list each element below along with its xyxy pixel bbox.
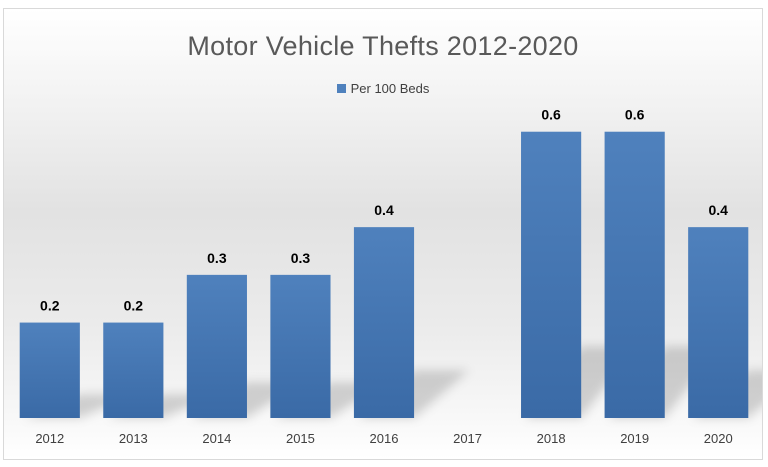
legend-label: Per 100 Beds bbox=[350, 81, 430, 96]
x-tick-2014: 2014 bbox=[202, 431, 231, 446]
bar-2013 bbox=[103, 322, 164, 418]
data-label-2016: 0.4 bbox=[374, 202, 394, 218]
x-tick-2012: 2012 bbox=[35, 431, 64, 446]
bar-2019 bbox=[604, 131, 665, 418]
x-tick-2020: 2020 bbox=[704, 431, 733, 446]
chart-area: Motor Vehicle Thefts 2012-2020 Per 100 B… bbox=[3, 8, 763, 460]
plot-area: 0.2 0.20.3 0.30.40.6 0.60.4 2012 2013 2014 201… bbox=[19, 107, 762, 446]
data-label-2019: 0.6 bbox=[625, 107, 645, 123]
bar-2020 bbox=[688, 227, 749, 418]
x-tick-2016: 2016 bbox=[370, 431, 399, 446]
bar-2015 bbox=[270, 274, 331, 418]
bar-2012 bbox=[19, 322, 80, 418]
data-label-2012: 0.2 bbox=[40, 298, 60, 314]
x-tick-2017: 2017 bbox=[453, 431, 482, 446]
bars bbox=[19, 131, 749, 418]
x-tick-2018: 2018 bbox=[537, 431, 566, 446]
chart-title: Motor Vehicle Thefts 2012-2020 bbox=[187, 31, 579, 61]
bar-2016 bbox=[353, 227, 415, 418]
bar-2018 bbox=[521, 131, 582, 418]
legend-swatch bbox=[336, 84, 346, 93]
data-label-2018: 0.6 bbox=[541, 107, 561, 123]
bar-2014 bbox=[186, 274, 247, 418]
data-label-2014: 0.3 bbox=[207, 250, 227, 266]
data-label-2015: 0.3 bbox=[291, 250, 311, 266]
data-label-2013: 0.2 bbox=[124, 298, 144, 314]
x-tick-2013: 2013 bbox=[119, 431, 148, 446]
x-axis-ticks: 2012 2013 2014 2015 2016 2017 2018 2019 2020 bbox=[35, 431, 732, 446]
x-tick-2015: 2015 bbox=[286, 431, 315, 446]
x-tick-2019: 2019 bbox=[620, 431, 649, 446]
legend: Per 100 Beds bbox=[4, 81, 762, 96]
data-labels: 0.2 0.2 0.3 0.3 0.4 0.6 0.6 0.4 bbox=[40, 107, 728, 314]
data-label-2020: 0.4 bbox=[708, 202, 728, 218]
